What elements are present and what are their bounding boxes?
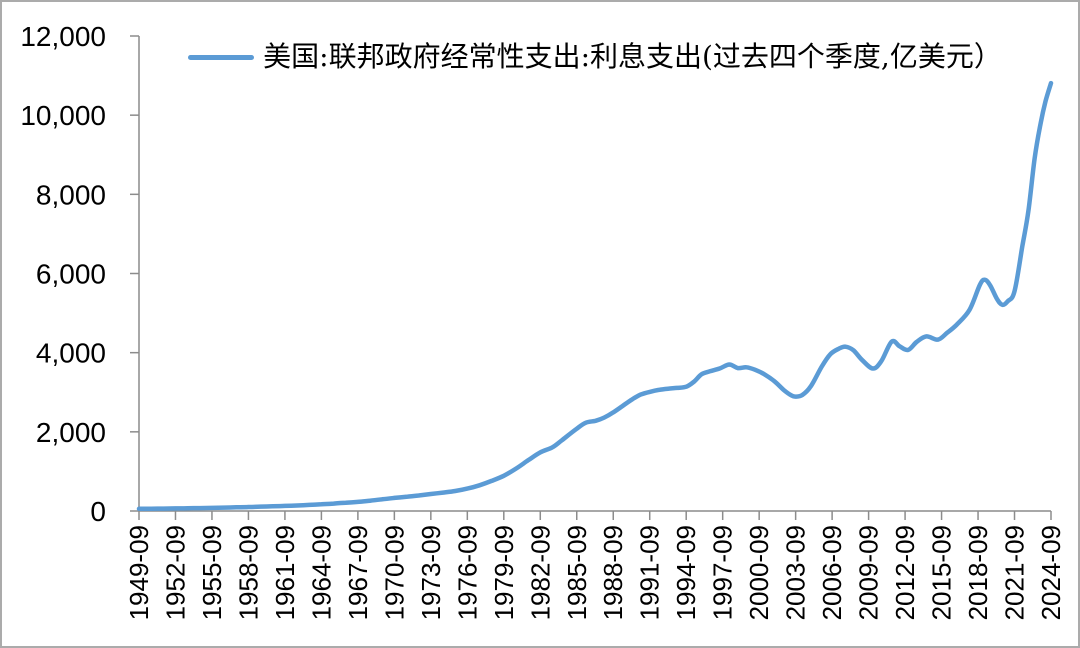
x-tick-label: 1976-09: [452, 525, 482, 620]
x-tick-label: 1967-09: [343, 525, 373, 620]
x-axis: 1949-09 1952-09 1955-09 1958-09 1961-09 1964-…: [124, 510, 1066, 620]
x-tick-label: 1958-09: [233, 525, 263, 620]
x-tick-label: 2000-09: [744, 525, 774, 620]
x-tick-label: 1997-09: [708, 525, 738, 620]
y-tick-label: 6,000: [36, 259, 106, 290]
y-axis: 0 2,000 4,000 6,000 8,000 10,000 12,000: [20, 21, 140, 527]
x-tick-label: 2021-09: [1000, 525, 1030, 620]
x-tick-label: 1961-09: [270, 525, 300, 620]
x-tick-label: 1991-09: [635, 525, 665, 620]
x-tick-label: 1964-09: [306, 525, 336, 620]
x-tick-label: 2024-09: [1036, 525, 1066, 620]
y-tick-label: 10,000: [20, 100, 106, 131]
x-tick-label: 2003-09: [781, 525, 811, 620]
x-tick-label: 1949-09: [124, 525, 154, 620]
legend: 美国:联邦政府经常性支出:利息支出(过去四个季度,亿美元）: [139, 39, 1051, 73]
x-tick-label: 1994-09: [671, 525, 701, 620]
x-tick-label: 2015-09: [927, 525, 957, 620]
y-tick-label: 8,000: [36, 179, 106, 210]
x-tick-label: 2018-09: [963, 525, 993, 620]
x-tick-label: 1979-09: [489, 525, 519, 620]
y-tick-label: 0: [90, 496, 106, 527]
x-tick-label: 1988-09: [598, 525, 628, 620]
y-tick-label: 12,000: [20, 21, 106, 52]
y-tick-label: 4,000: [36, 338, 106, 369]
x-tick-label: 1985-09: [562, 525, 592, 620]
x-tick-label: 1952-09: [160, 525, 190, 620]
x-tick-label: 2012-09: [890, 525, 920, 620]
legend-line-swatch: [188, 54, 255, 60]
x-tick-label: 2006-09: [817, 525, 847, 620]
x-tick-label: 1955-09: [197, 525, 227, 620]
legend-label: 美国:联邦政府经常性支出:利息支出(过去四个季度,亿美元）: [263, 39, 1002, 73]
x-tick-label: 1970-09: [379, 525, 409, 620]
y-tick-label: 2,000: [36, 417, 106, 448]
series-line: [136, 80, 1054, 512]
x-tick-label: 1973-09: [416, 525, 446, 620]
x-tick-label: 1982-09: [525, 525, 555, 620]
x-tick-label: 2009-09: [854, 525, 884, 620]
